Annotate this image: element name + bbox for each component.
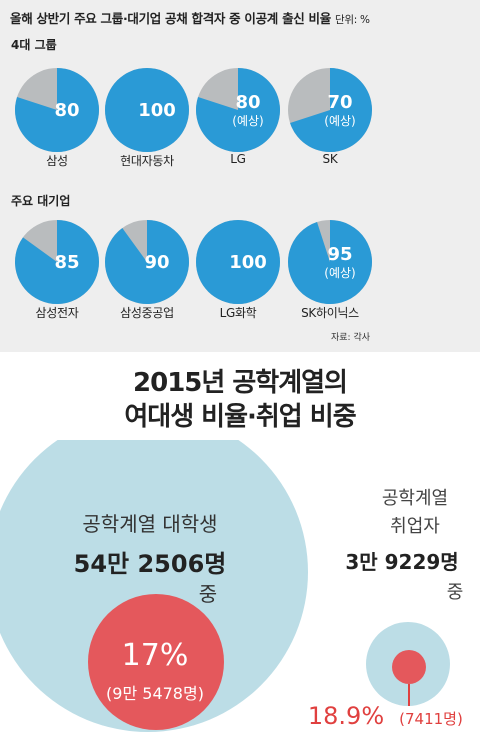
- employee-female-share: 18.9%: [307, 702, 385, 730]
- student-total-circle: [0, 440, 308, 732]
- pie-value-slice: [288, 219, 373, 304]
- top-chart-panel: 올해 상반기 주요 그룹·대기업 공채 합격자 중 이공계 출신 비율 단위: …: [0, 0, 480, 352]
- student-total: 54만 2506명: [73, 550, 227, 578]
- pie-value-slice: [196, 220, 280, 304]
- student-suffix: 중: [198, 582, 218, 606]
- pie-category-label: 삼성중공업: [120, 306, 174, 320]
- pie-category-label: SK하이닉스: [301, 306, 359, 320]
- pie-value-label: 80: [54, 100, 79, 121]
- pie-value-label: 100: [229, 252, 267, 273]
- chart-title: 올해 상반기 주요 그룹·대기업 공채 합격자 중 이공계 출신 비율 단위: …: [10, 8, 370, 27]
- pie-value-slice: [15, 68, 100, 152]
- pie-row0-item2: [196, 68, 281, 152]
- pie-value-slice: [15, 220, 99, 304]
- pie-value-slice: [105, 68, 189, 152]
- student-female-circle: [88, 594, 224, 730]
- pie-value-slice: [290, 68, 372, 152]
- employee-suffix: 중: [446, 582, 464, 603]
- pie-category-label: LG: [230, 152, 246, 166]
- pie-note-label: (예상): [232, 114, 263, 128]
- pie-category-label: 삼성: [46, 154, 68, 168]
- student-female-share: 17%: [121, 638, 189, 673]
- student-group-name: 공학계열 대학생: [82, 512, 218, 536]
- pie-row0-item0: [15, 68, 100, 152]
- pie-row1-item2: [196, 220, 280, 304]
- employee-group-name-line1: 공학계열: [381, 488, 449, 509]
- employee-group-name-line2: 취업자: [390, 516, 440, 537]
- pie-value-label: 80: [235, 92, 260, 113]
- chart-title-text: 올해 상반기 주요 그룹·대기업 공채 합격자 중 이공계 출신 비율: [10, 11, 331, 26]
- pie-value-slice: [104, 220, 189, 304]
- pie-value-label: 95: [327, 244, 352, 265]
- bubble-chart: [0, 440, 450, 732]
- pie-note-label: (예상): [324, 266, 355, 280]
- section-label-major-companies: 주요 대기업: [11, 194, 71, 208]
- pie-value-label: 90: [144, 252, 169, 273]
- pie-category-label: SK: [322, 152, 338, 166]
- pie-category-label: LG화학: [219, 306, 257, 320]
- bubble-title-line1: 2015년 공학계열의: [133, 368, 348, 398]
- pie-charts: 80 100 80(예상)70(예상)85 90 100 95(예상): [15, 68, 373, 304]
- section-label-4-groups: 4대 그룹: [11, 38, 57, 52]
- source-note: 자료: 각사: [330, 333, 370, 343]
- student-female-count: (9만 5478명): [106, 684, 204, 703]
- pie-row0-item1: [105, 68, 189, 152]
- pie-value-label: 85: [54, 252, 79, 273]
- pie-row1-item3: [288, 219, 373, 304]
- employee-female-circle: [392, 650, 426, 684]
- pie-category-label: 현대자동차: [120, 154, 174, 168]
- employee-total: 3만 9229명: [345, 550, 459, 574]
- employee-female-count: (7411명): [399, 710, 463, 728]
- pie-value-label: 70: [327, 92, 352, 113]
- pie-value-label: 100: [138, 100, 176, 121]
- pie-row0-item3: [288, 68, 372, 152]
- pie-category-label: 삼성전자: [35, 306, 79, 320]
- bubble-title-line2: 여대생 비율·취업 비중: [124, 402, 356, 432]
- pie-note-label: (예상): [324, 114, 355, 128]
- unit-label: 단위: %: [334, 14, 370, 26]
- pie-value-slice: [196, 68, 281, 152]
- pie-row1-item0: [15, 220, 99, 304]
- pie-row1-item1: [104, 220, 189, 304]
